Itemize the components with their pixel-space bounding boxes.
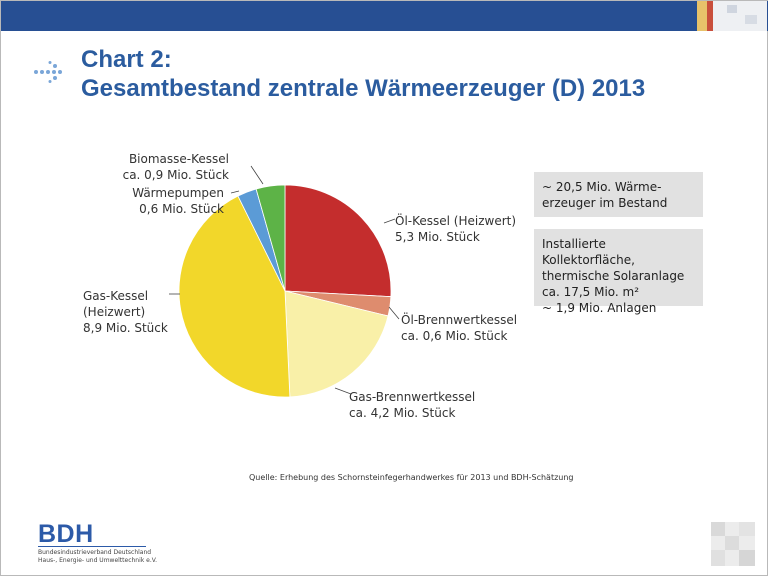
pie-slice-3 xyxy=(178,195,291,398)
source-note: Quelle: Erhebung des Schornsteinfegerhan… xyxy=(249,473,574,482)
pie-slice-2 xyxy=(284,290,389,398)
label-oel-brennwertkessel: Öl-Brennwertkessel ca. 0,6 Mio. Stück xyxy=(401,313,518,343)
info-box-bestand: ~ 20,5 Mio. Wärme- erzeuger im Bestand xyxy=(534,172,703,217)
logo-divider xyxy=(38,546,146,547)
label-gas-kessel: Gas-Kessel (Heizwert) 8,9 Mio. Stück xyxy=(83,289,168,335)
pie-slice-0 xyxy=(284,184,392,298)
info-box-solar: Installierte Kollektorfläche, thermische… xyxy=(534,229,703,315)
leader-line-0 xyxy=(383,218,396,224)
leader-line-4 xyxy=(230,190,240,194)
label-oel-kessel: Öl-Kessel (Heizwert) 5,3 Mio. Stück xyxy=(395,214,517,244)
label-biomasse-kessel: Biomasse-Kessel ca. 0,9 Mio. Stück xyxy=(122,152,229,182)
corner-decoration-icon xyxy=(711,522,755,566)
top-banner xyxy=(1,1,768,31)
leader-line-1 xyxy=(388,306,400,320)
arrow-dots-icon xyxy=(34,61,62,83)
leader-line-5 xyxy=(250,165,264,185)
page-title: Chart 2: Gesamtbestand zentrale Wärmeerz… xyxy=(81,45,645,103)
pie-slice-5 xyxy=(255,184,286,292)
banner-decoration-icon xyxy=(697,1,767,31)
title-line-2: Gesamtbestand zentrale Wärmeerzeuger (D)… xyxy=(81,75,646,102)
title-line-1: Chart 2: xyxy=(81,46,172,73)
leader-line-2 xyxy=(334,387,352,395)
bdh-subtitle: Bundesindustrieverband Deutschland Haus-… xyxy=(38,549,157,564)
label-waermepumpen: Wärmepumpen 0,6 Mio. Stück xyxy=(132,186,224,216)
label-gas-brennwertkessel: Gas-Brennwertkessel ca. 4,2 Mio. Stück xyxy=(349,390,476,420)
bdh-logo: BDH xyxy=(38,520,94,548)
